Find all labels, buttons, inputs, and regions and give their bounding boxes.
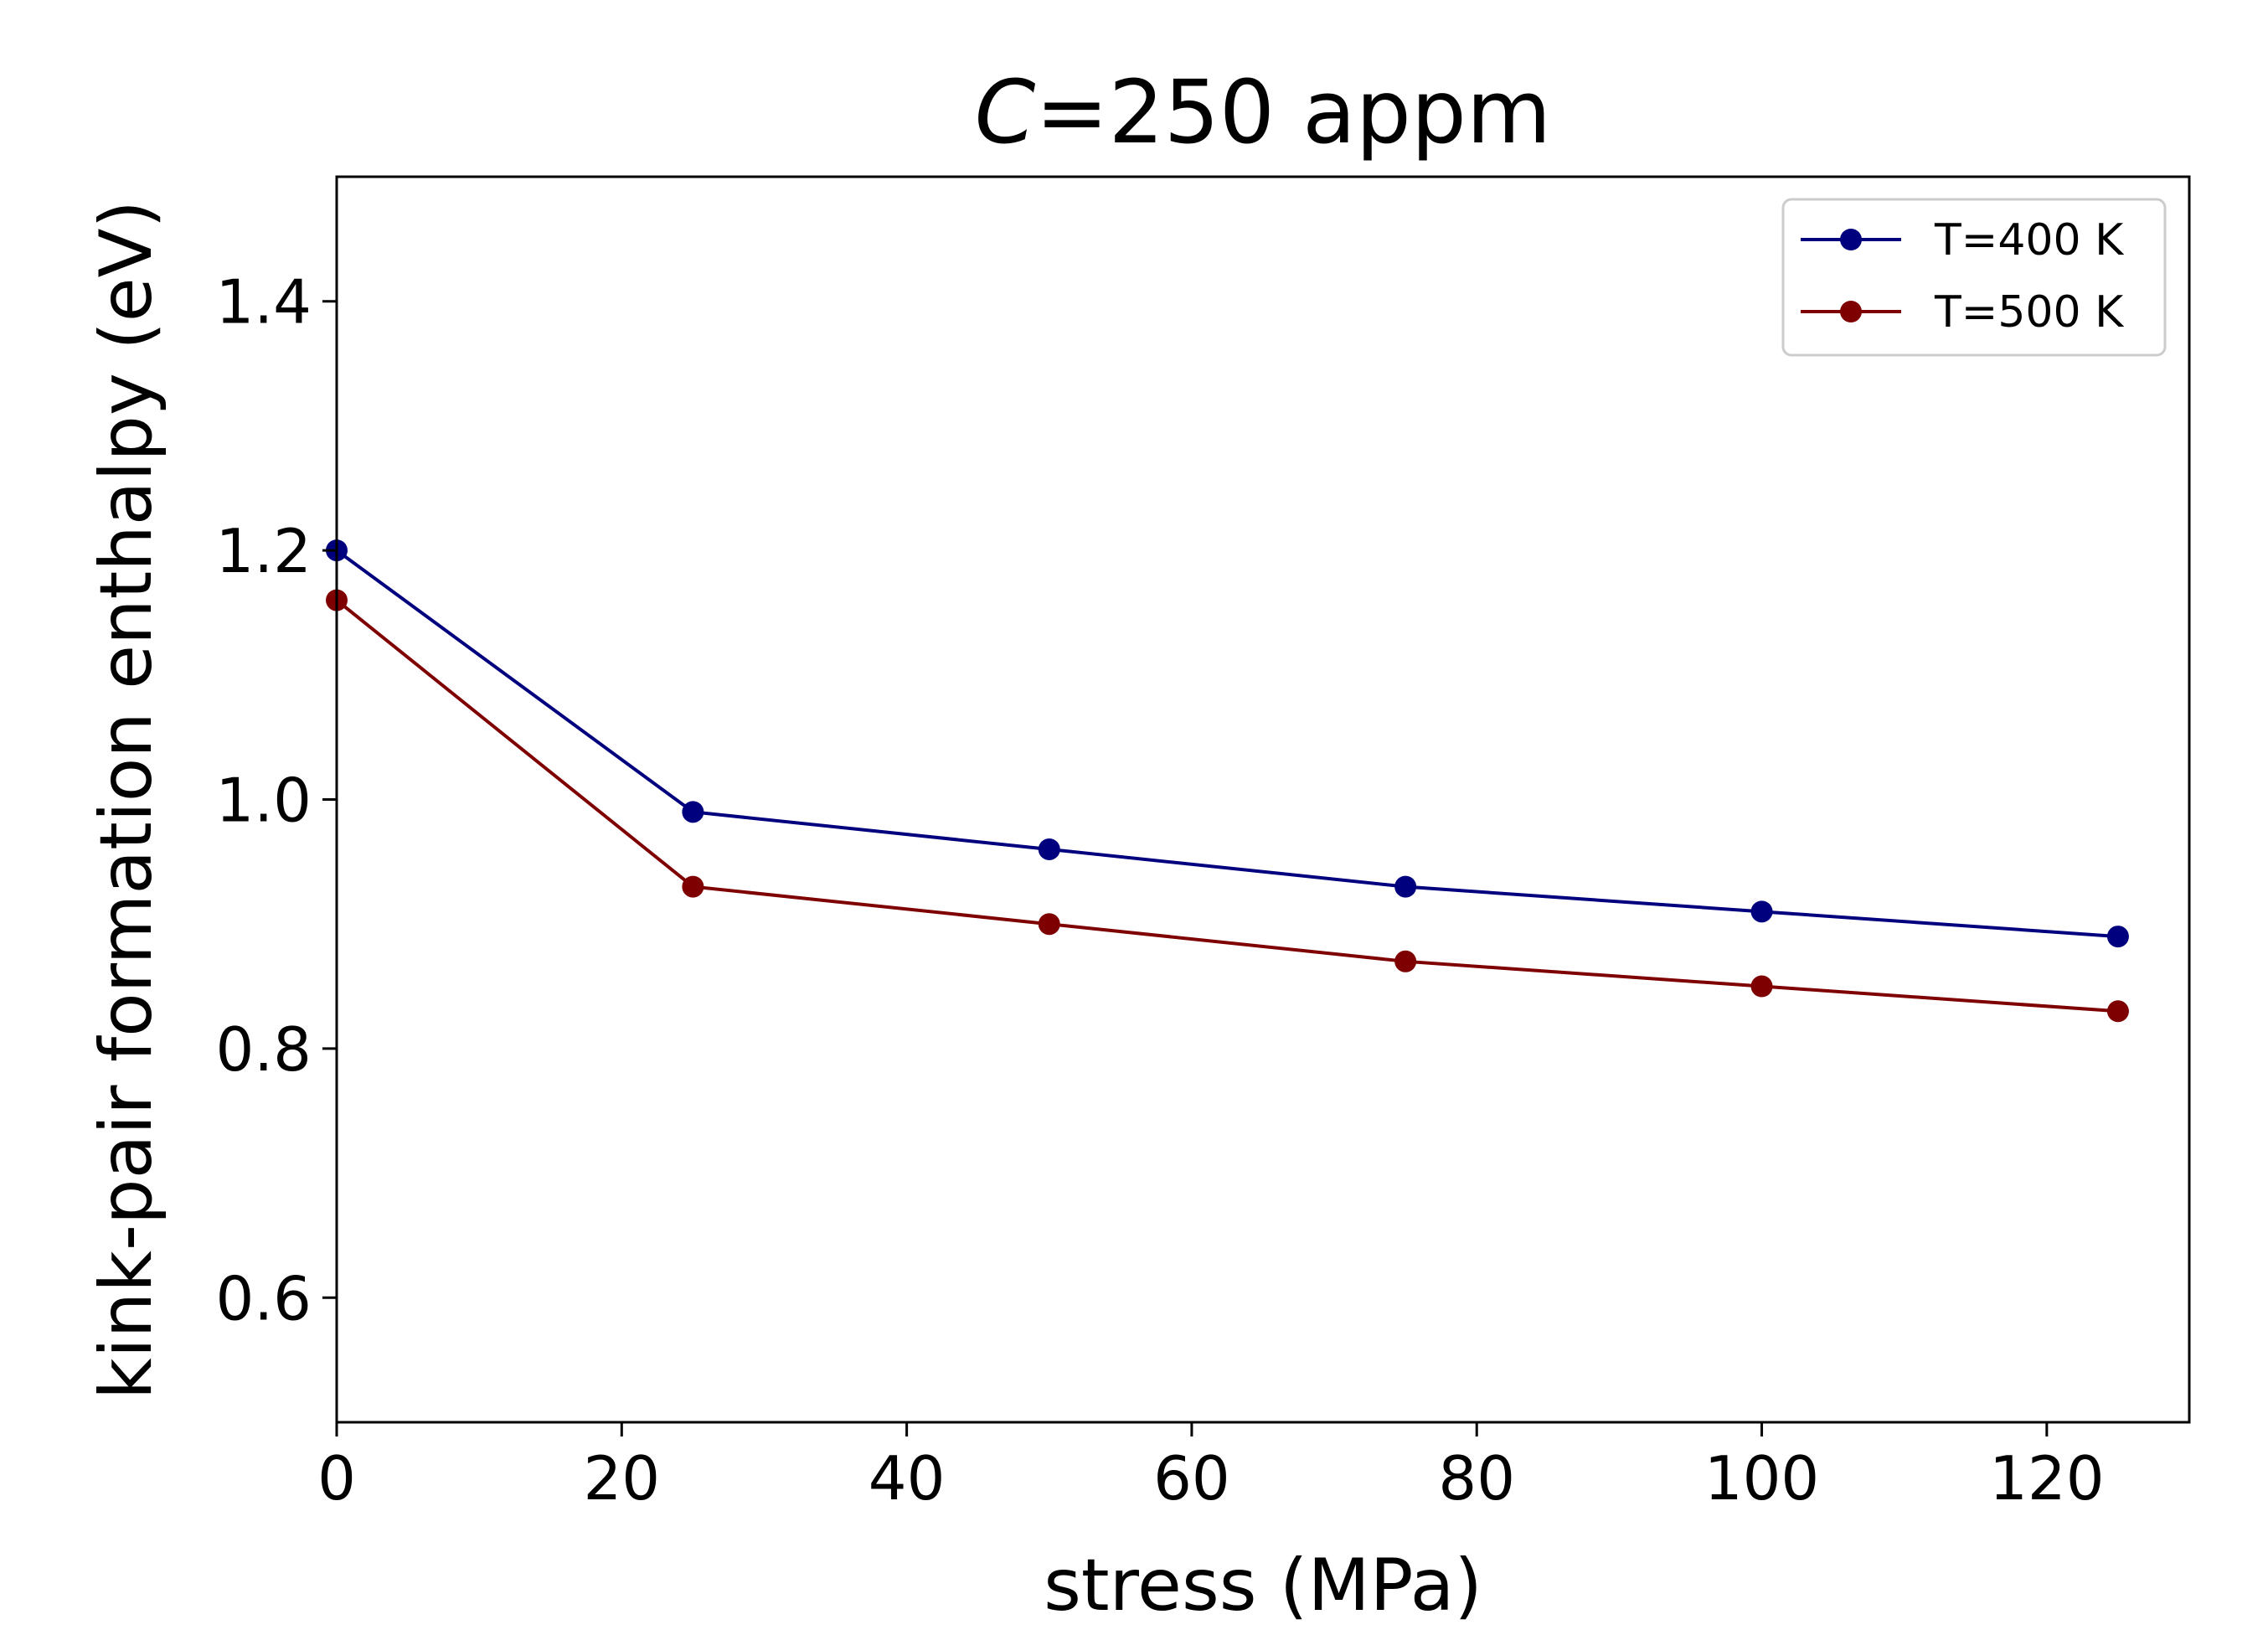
y-tick-label: 0.8 [215,1014,312,1085]
y-axis-ticks: 0.6 0.8 1.0 1.2 1.4 [215,267,337,1333]
legend: T=400 K T=500 K [1781,198,2167,357]
x-tick-label: 0 [317,1443,356,1514]
series-layer [326,539,2129,1023]
series-1-point [682,801,704,823]
y-tick-label: 1.2 [215,516,312,586]
chart-title: C=250 appm [975,61,1551,163]
x-axis-ticks: 0 20 40 60 80 100 120 [317,1422,2105,1514]
series-2-point [2106,1000,2129,1023]
legend-items: T=400 K T=500 K [1801,215,2125,338]
y-axis-label: kink-pair formation enthalpy (eV) [85,200,168,1400]
series-2-point [1394,950,1417,972]
legend-swatch-marker [1840,229,1862,250]
series-1-point [1394,875,1417,898]
series-line-1 [335,549,2119,939]
legend-label: T=500 K [1934,287,2125,338]
x-axis-label: stress (MPa) [1044,1544,1482,1627]
series-1-point [2106,926,2129,948]
y-tick-label: 0.6 [215,1263,312,1333]
legend-swatch-marker [1840,301,1862,322]
legend-label: T=400 K [1934,215,2125,266]
x-tick-label: 60 [1153,1443,1230,1514]
series-2-point [1750,975,1773,998]
series-line-2 [335,599,2119,1013]
x-tick-label: 100 [1704,1443,1819,1514]
series-2-point [1038,913,1060,936]
series-2-point [682,875,704,898]
x-tick-label: 80 [1438,1443,1515,1514]
chart-title-rest: =250 appm [1035,61,1551,163]
chart-title-variable: C [975,61,1036,163]
y-tick-label: 1.0 [215,766,312,836]
y-tick-label: 1.4 [215,267,312,338]
x-tick-label: 120 [1989,1443,2104,1514]
series-1-point [1038,838,1060,860]
x-tick-label: 40 [869,1443,946,1514]
x-tick-label: 20 [583,1443,660,1514]
series-1-point [1750,900,1773,923]
